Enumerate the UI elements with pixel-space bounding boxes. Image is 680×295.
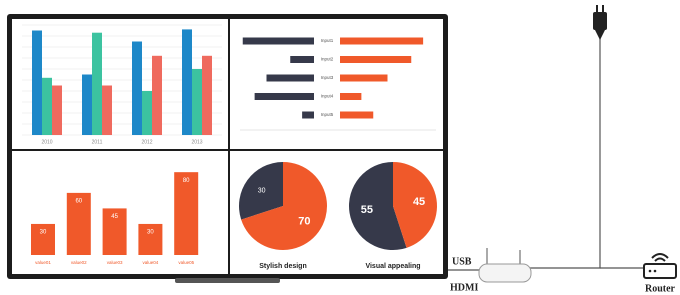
- data-label: 60: [75, 198, 82, 204]
- bar: [142, 91, 152, 135]
- bar-right: [340, 93, 361, 100]
- bar-right: [340, 75, 388, 82]
- x-tick-label: 2010: [41, 139, 52, 145]
- bar: [102, 86, 112, 136]
- data-label: 30: [147, 230, 154, 236]
- slice-label: 55: [361, 204, 373, 216]
- pie-caption: Stylish design: [259, 263, 306, 270]
- bar: [92, 33, 102, 135]
- router-label: Router: [645, 283, 676, 294]
- bar-right: [340, 38, 423, 45]
- slice-label: 70: [298, 215, 310, 227]
- slice-label: 45: [413, 196, 425, 208]
- bar: [82, 75, 92, 136]
- x-tick-label: value03: [107, 260, 123, 265]
- slice-label: 30: [258, 187, 266, 194]
- row-label: Input1: [321, 38, 334, 43]
- bar: [42, 78, 52, 135]
- bar: [202, 56, 212, 135]
- power-plug: [593, 5, 607, 40]
- x-tick-label: value05: [178, 260, 194, 265]
- bar: [32, 31, 42, 136]
- data-label: 45: [111, 214, 118, 220]
- bar: [152, 56, 162, 135]
- bar-left: [290, 56, 314, 63]
- tv-stand: [175, 278, 280, 283]
- bar-right: [340, 112, 373, 119]
- router-icon: [644, 254, 676, 278]
- row-label: Input4: [321, 94, 334, 99]
- x-tick-label: 2013: [191, 139, 202, 145]
- row-label: Input2: [321, 57, 334, 62]
- hdmi-label: HDMI: [450, 282, 478, 293]
- scene: USB HDMI Router 2010 2011 2012 2013 Input1 In…: [0, 0, 680, 295]
- bar: [52, 86, 62, 136]
- bar: [174, 172, 198, 255]
- bar-right: [340, 56, 411, 63]
- bar-left: [255, 93, 314, 100]
- data-label: 80: [183, 178, 190, 184]
- bar: [182, 29, 192, 135]
- x-tick-label: value01: [35, 260, 51, 265]
- power-cable: [530, 38, 600, 268]
- usb-label: USB: [452, 256, 472, 267]
- x-tick-label: 2012: [141, 139, 152, 145]
- dongle: [479, 248, 531, 282]
- row-label: Input3: [321, 75, 334, 80]
- bar: [192, 69, 202, 135]
- bar-left: [243, 38, 314, 45]
- x-tick-label: value02: [71, 260, 87, 265]
- bar-left: [302, 112, 314, 119]
- bar-left: [267, 75, 315, 82]
- row-label: Input5: [321, 112, 334, 117]
- bar: [132, 42, 142, 136]
- pie-caption: Visual appealing: [365, 263, 420, 270]
- x-tick-label: 2011: [92, 139, 103, 145]
- data-label: 30: [40, 230, 47, 236]
- x-tick-label: value04: [143, 260, 159, 265]
